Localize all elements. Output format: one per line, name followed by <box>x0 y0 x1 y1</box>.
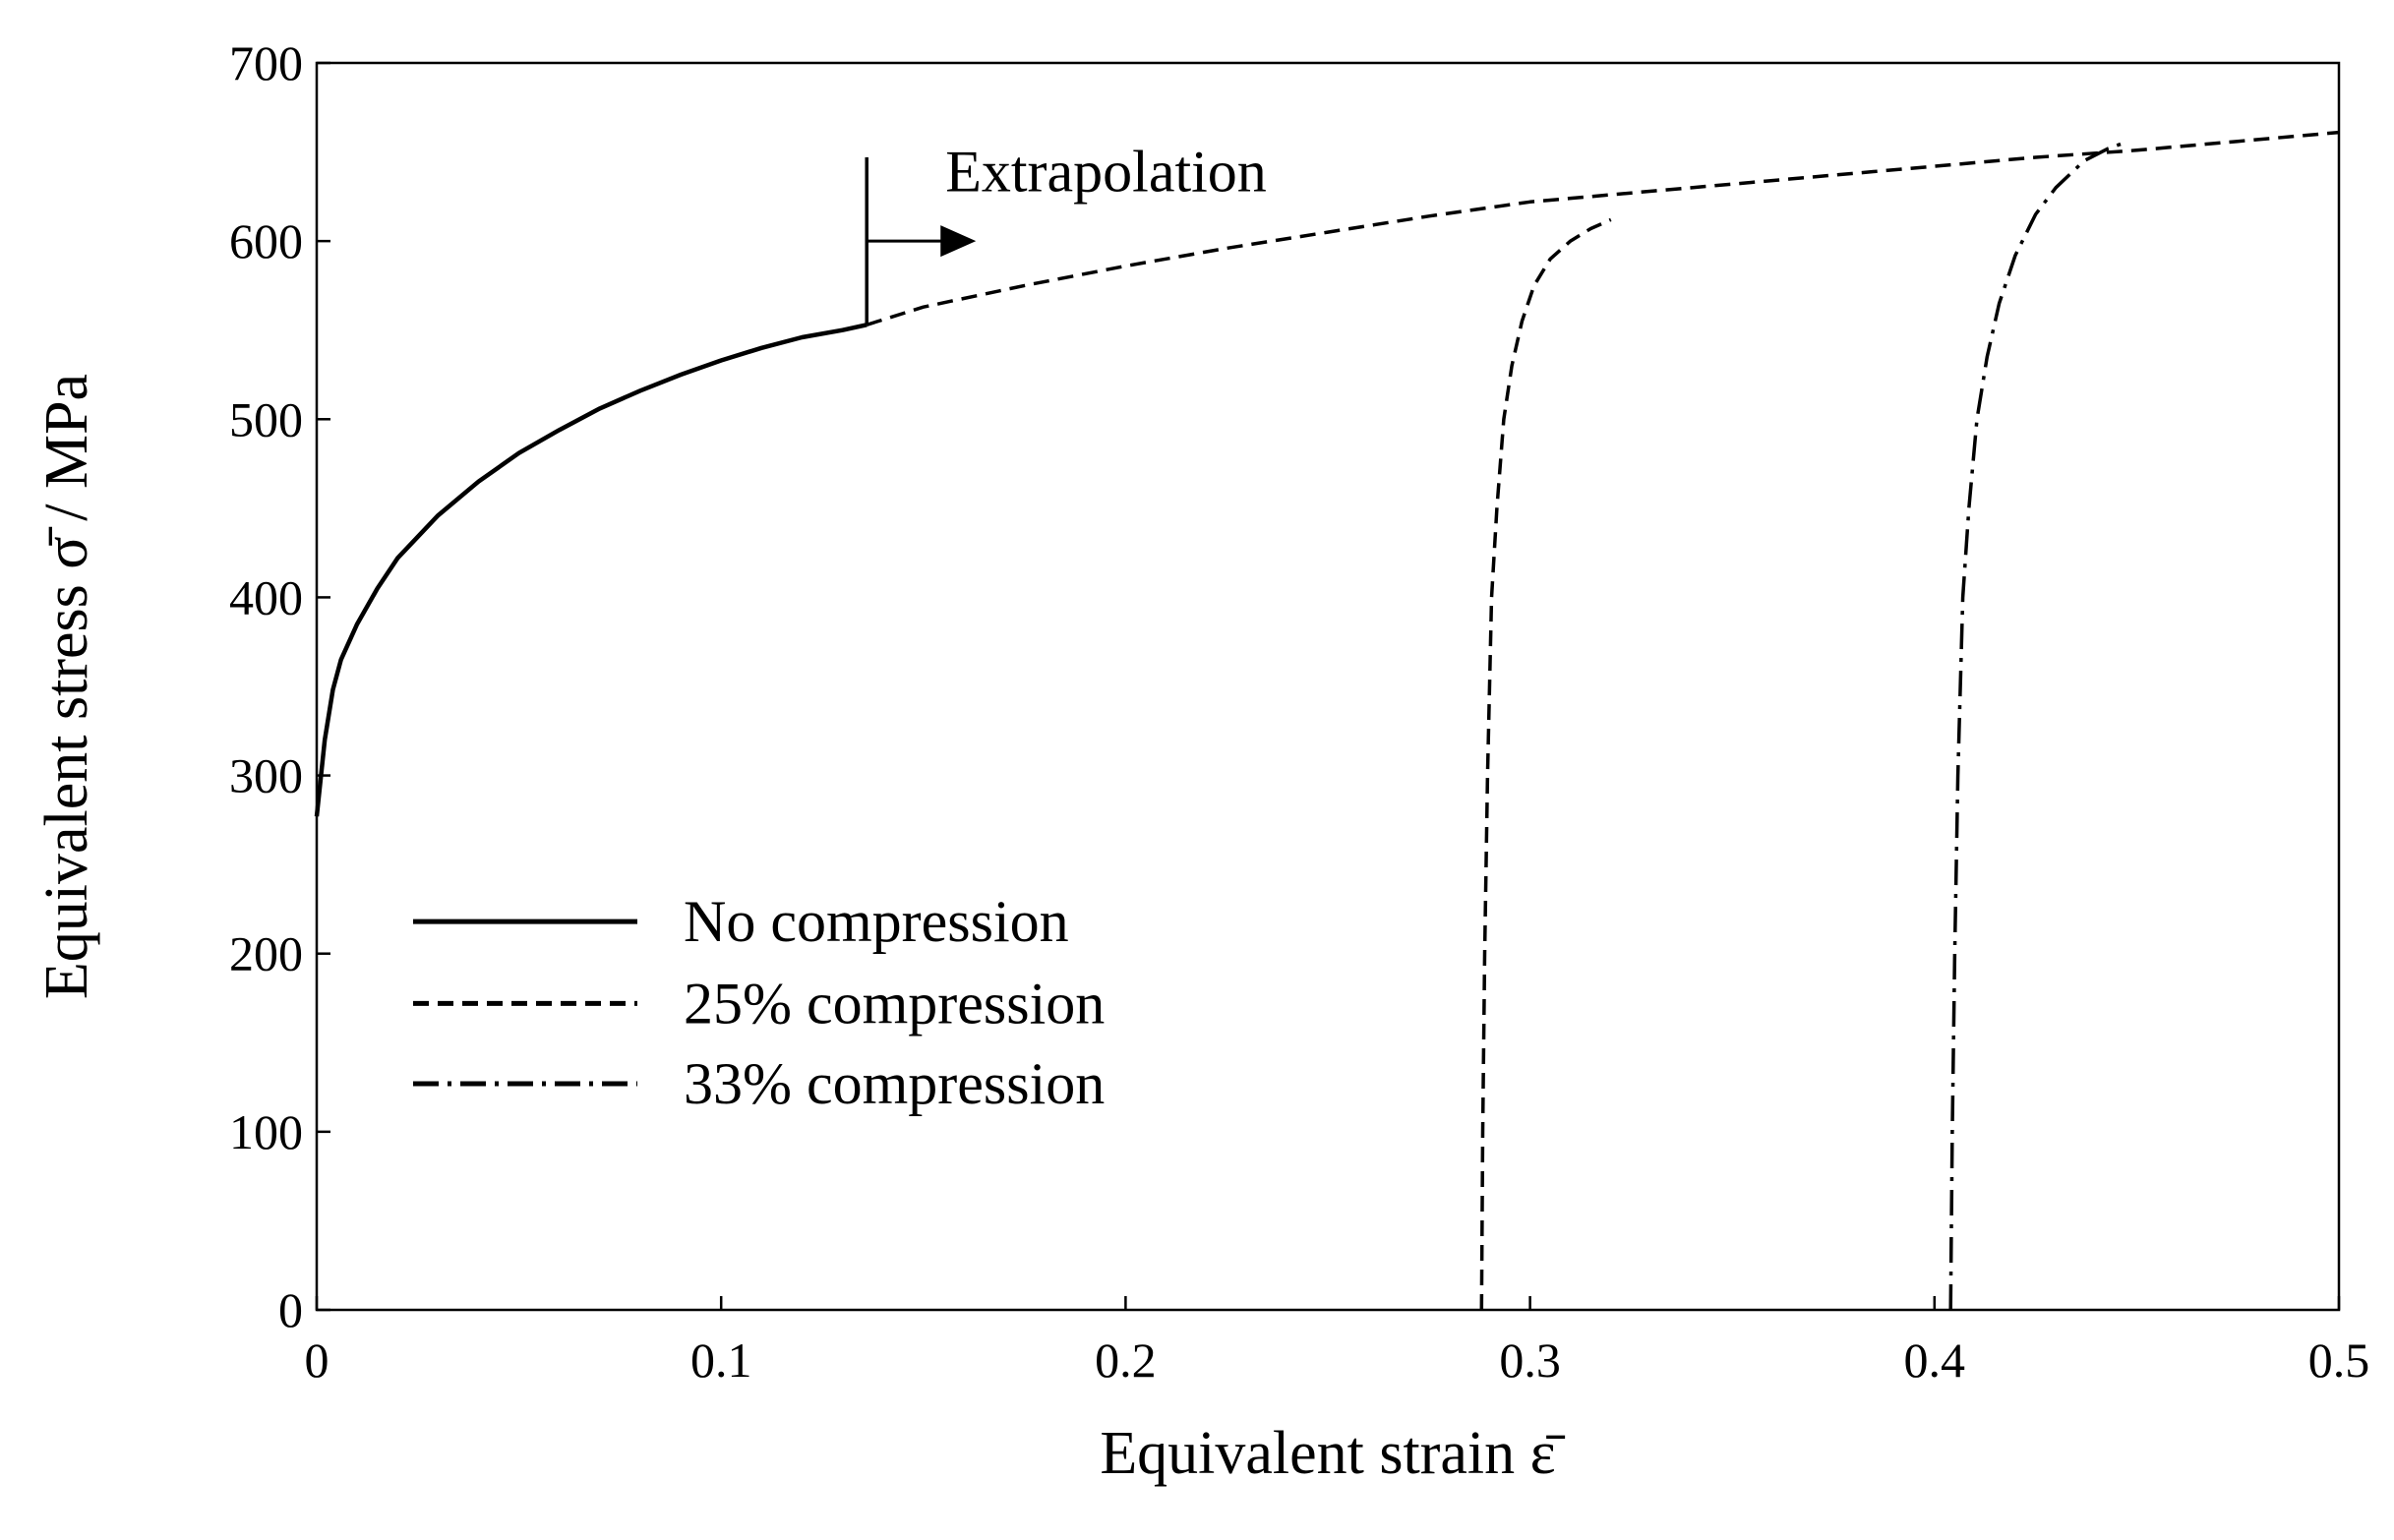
y-axis-ticks: 0 100 200 300 400 500 600 700 <box>229 35 330 1337</box>
x-tick-label: 0.1 <box>690 1333 752 1388</box>
series-extrapolation <box>866 130 2340 326</box>
annotation-arrow-head <box>940 225 977 258</box>
series-25-compression <box>1479 217 1612 1311</box>
x-tick-label: 0 <box>305 1333 329 1388</box>
series-layer <box>314 130 2340 1311</box>
y-tick-label: 100 <box>229 1104 303 1159</box>
legend-label-no-compression: No compression <box>684 889 1069 954</box>
x-tick-label: 0.5 <box>2308 1333 2370 1388</box>
x-axis-title: Equivalent strain ε̄ <box>1100 1420 1565 1487</box>
x-tick-label: 0.3 <box>1499 1333 1561 1388</box>
x-axis-ticks: 0 0.1 0.2 0.3 0.4 0.5 <box>305 1296 2370 1388</box>
annotation-layer: Extrapolation <box>865 139 1267 326</box>
series-no-compression <box>314 323 868 817</box>
legend-label-33-compression: 33% compression <box>684 1051 1105 1116</box>
y-axis-title: Equivalent stress σ̄ / MPa <box>33 374 100 999</box>
legend: No compression 25% compression 33% compr… <box>413 889 1105 1116</box>
annotation-extrapolation-label: Extrapolation <box>945 139 1267 204</box>
y-tick-label: 300 <box>229 748 303 803</box>
x-tick-label: 0.2 <box>1095 1333 1157 1388</box>
series-33-compression <box>1948 140 2129 1311</box>
y-tick-label: 500 <box>229 391 303 446</box>
plot-frame-rect <box>315 61 2341 1312</box>
y-tick-label: 0 <box>278 1282 303 1337</box>
y-tick-label: 600 <box>229 213 303 268</box>
legend-label-25-compression: 25% compression <box>684 971 1105 1036</box>
y-tick-label: 700 <box>229 35 303 90</box>
y-tick-label: 400 <box>229 569 303 624</box>
y-tick-label: 200 <box>229 926 303 981</box>
plot-frame <box>315 61 2341 1312</box>
x-tick-label: 0.4 <box>1904 1333 1966 1388</box>
